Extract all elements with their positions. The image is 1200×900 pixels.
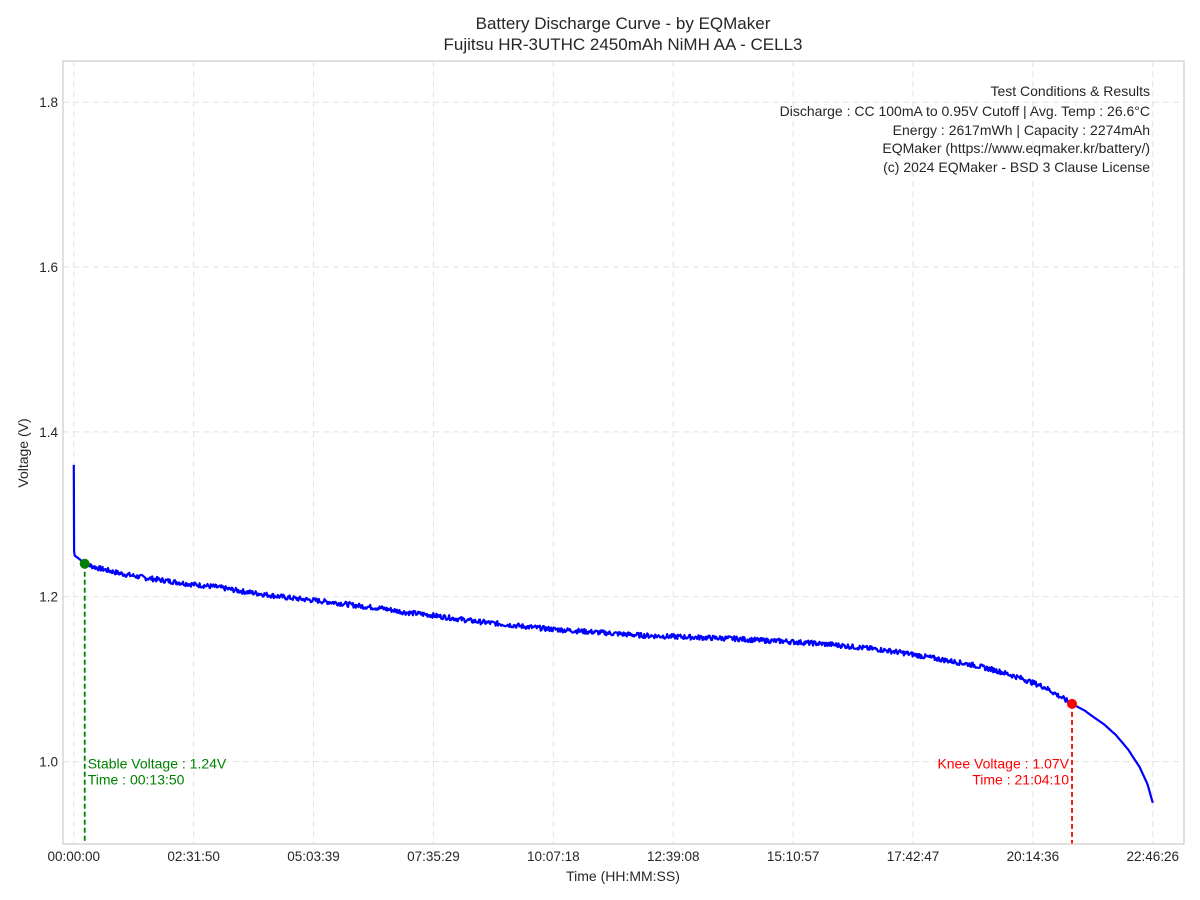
x-tick-label: 20:14:36 xyxy=(1007,849,1060,864)
voltage-curve xyxy=(72,464,1154,804)
y-tick-label: 1.2 xyxy=(39,590,58,605)
x-tick-labels: 00:00:00 02:31:50 05:03:39 07:35:29 10:07:18… xyxy=(48,849,1180,864)
results-annotation: Test Conditions & Results Discharge : CC… xyxy=(780,83,1151,175)
x-tick-label: 00:00:00 xyxy=(48,849,101,864)
annotation-line-3: Energy : 2617mWh | Capacity : 2274mAh xyxy=(893,122,1150,138)
grid xyxy=(63,61,1184,844)
knee-time-label: Time : 21:04:10 xyxy=(972,772,1069,788)
x-tick-label: 10:07:18 xyxy=(527,849,580,864)
stable-point xyxy=(79,558,90,569)
chart-subtitle: Fujitsu HR-3UTHC 2450mAh NiMH AA - CELL3 xyxy=(443,35,802,54)
plot-frame xyxy=(62,60,1185,845)
y-tick-label: 1.4 xyxy=(39,425,58,440)
annotation-line-5: (c) 2024 EQMaker - BSD 3 Clause License xyxy=(883,159,1150,175)
x-tick-label: 07:35:29 xyxy=(407,849,460,864)
x-axis-label: Time (HH:MM:SS) xyxy=(566,868,680,884)
x-tick-label: 05:03:39 xyxy=(287,849,340,864)
annotation-line-4: EQMaker (https://www.eqmaker.kr/battery/… xyxy=(882,140,1150,156)
annotation-line-2: Discharge : CC 100mA to 0.95V Cutoff | A… xyxy=(780,103,1150,119)
y-tick-labels: 1.0 1.2 1.4 1.6 1.8 xyxy=(39,95,58,769)
x-tick-label: 02:31:50 xyxy=(167,849,220,864)
annotation-line-1: Test Conditions & Results xyxy=(990,83,1150,99)
series-layer xyxy=(72,464,1154,804)
chart-title: Battery Discharge Curve - by EQMaker xyxy=(476,14,771,33)
y-tick-label: 1.6 xyxy=(39,260,58,275)
knee-point xyxy=(1067,698,1078,709)
y-tick-label: 1.0 xyxy=(39,755,58,770)
x-tick-label: 17:42:47 xyxy=(887,849,940,864)
stable-voltage-label: Stable Voltage : 1.24V xyxy=(88,756,227,772)
x-tick-label: 15:10:57 xyxy=(767,849,820,864)
knee-voltage-label: Knee Voltage : 1.07V xyxy=(937,756,1069,772)
y-axis-label: Voltage (V) xyxy=(15,418,31,487)
x-tick-label: 12:39:08 xyxy=(647,849,700,864)
stable-time-label: Time : 00:13:50 xyxy=(88,772,185,788)
x-tick-label: 22:46:26 xyxy=(1126,849,1179,864)
y-tick-label: 1.8 xyxy=(39,95,58,110)
